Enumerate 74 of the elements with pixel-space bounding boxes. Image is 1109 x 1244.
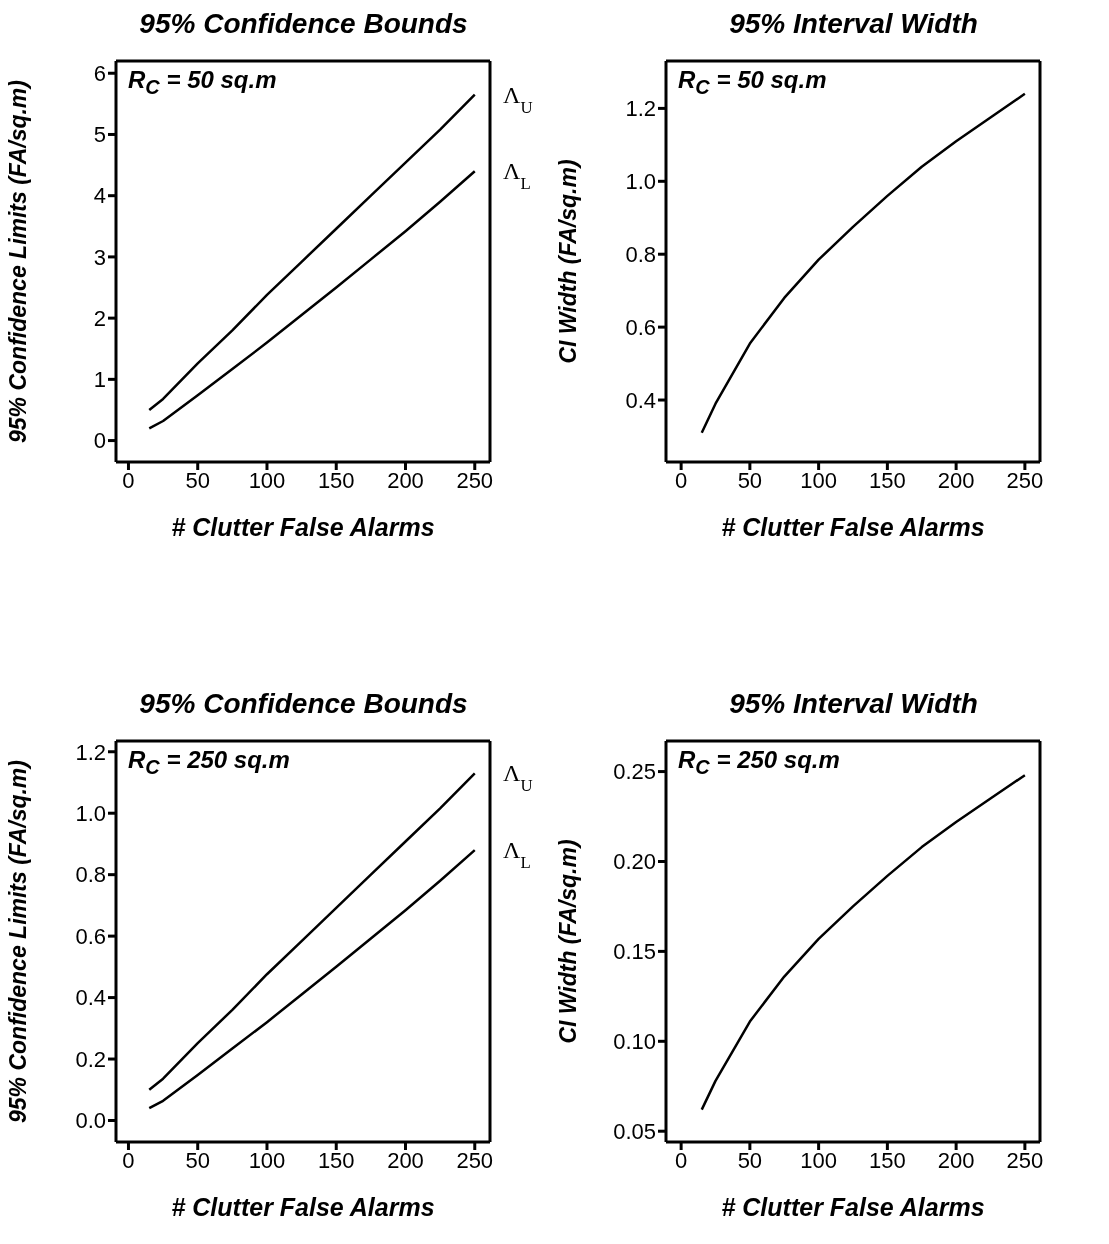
x-tick-label: 100: [248, 467, 286, 493]
annotation: R$_{C}$ = 50 sq.m: [678, 66, 827, 99]
annotation: R$_{C}$ = 250 sq.m: [678, 746, 840, 779]
annotation: R$_{C}$ = 50 sq.m: [128, 66, 277, 99]
y-axis-title: 95% Confidence Limits (FA/sq.m): [5, 760, 32, 1123]
y-tick-label: 4: [93, 183, 106, 209]
series-label: Λ$_{U}$: [503, 760, 533, 795]
series-label: Λ$_{L}$: [503, 837, 531, 872]
line-series: [147, 848, 477, 1110]
x-tick-label: 250: [456, 467, 494, 493]
x-tick-label: 200: [937, 467, 975, 493]
line-series: [147, 772, 477, 1092]
line-series: [700, 773, 1027, 1111]
x-tick-label: 200: [387, 467, 424, 493]
y-tick-label: 0.20: [613, 849, 656, 875]
x-tick-label: 250: [456, 1147, 494, 1173]
y-tick-label: 1.0: [75, 801, 106, 827]
y-tick-label: 0.8: [625, 242, 656, 268]
y-tick-label: 0.0: [75, 1108, 106, 1134]
x-axis-title: # Clutter False Alarms: [721, 1193, 985, 1221]
series-label: Λ$_{U}$: [503, 81, 533, 117]
x-tick-label: 100: [800, 1147, 837, 1173]
y-tick-label: 0.25: [613, 759, 656, 785]
x-tick-label: 150: [869, 467, 906, 493]
x-axis-title: # Clutter False Alarms: [171, 513, 435, 541]
line-series: [147, 169, 477, 430]
chart-title: 95% Confidence Bounds: [138, 688, 469, 721]
line-series: [700, 92, 1027, 435]
y-tick-label: 0.4: [625, 387, 656, 413]
y-tick-label: 1.2: [75, 739, 106, 765]
chart-title: 95% Interval Width: [728, 688, 979, 721]
line-series: [147, 93, 477, 412]
x-tick-label: 250: [1006, 1147, 1044, 1173]
y-tick-label: 1.0: [625, 169, 656, 195]
y-tick-label: 0.6: [625, 314, 656, 340]
y-tick-label: 3: [93, 244, 106, 270]
chart-title: 95% Interval Width: [728, 8, 979, 41]
y-tick-label: 0.10: [613, 1029, 656, 1055]
x-tick-label: 100: [248, 1147, 286, 1173]
x-tick-label: 200: [937, 1147, 975, 1173]
series-label: Λ$_{L}$: [503, 158, 531, 193]
chart-title: 95% Confidence Bounds: [138, 8, 469, 41]
x-tick-label: 200: [387, 1147, 424, 1173]
y-tick-label: 1.2: [625, 96, 656, 122]
x-tick-label: 150: [317, 467, 355, 493]
y-tick-label: 0.15: [613, 939, 656, 965]
x-axis-title: # Clutter False Alarms: [721, 513, 985, 541]
y-tick-label: 1: [93, 367, 106, 393]
y-axis-title: CI Width (FA/sq.m): [555, 159, 582, 364]
y-tick-label: 6: [93, 61, 106, 87]
x-axis-title: # Clutter False Alarms: [171, 1193, 435, 1221]
x-tick-label: 150: [317, 1147, 355, 1173]
x-tick-label: 0: [675, 467, 688, 493]
x-tick-label: 100: [800, 467, 837, 493]
x-tick-label: 50: [737, 1147, 763, 1173]
y-axis-title: 95% Confidence Limits (FA/sq.m): [5, 80, 32, 443]
annotation: R$_{C}$ = 250 sq.m: [128, 746, 290, 779]
x-tick-label: 0: [122, 1147, 135, 1173]
y-tick-label: 0.2: [75, 1046, 106, 1072]
y-tick-label: 0.4: [75, 985, 106, 1011]
y-tick-label: 0: [93, 428, 106, 454]
y-tick-label: 2: [93, 305, 106, 331]
x-tick-label: 50: [185, 1147, 210, 1173]
y-tick-label: 0.6: [75, 923, 106, 949]
y-tick-label: 0.8: [75, 862, 106, 888]
x-tick-label: 50: [185, 467, 210, 493]
x-tick-label: 0: [675, 1147, 688, 1173]
x-tick-label: 150: [869, 1147, 906, 1173]
x-tick-label: 0: [122, 467, 135, 493]
y-tick-label: 5: [93, 122, 106, 148]
y-tick-label: 0.05: [613, 1119, 656, 1145]
x-tick-label: 250: [1006, 467, 1044, 493]
x-tick-label: 50: [737, 467, 763, 493]
y-axis-title: CI Width (FA/sq.m): [555, 839, 582, 1044]
